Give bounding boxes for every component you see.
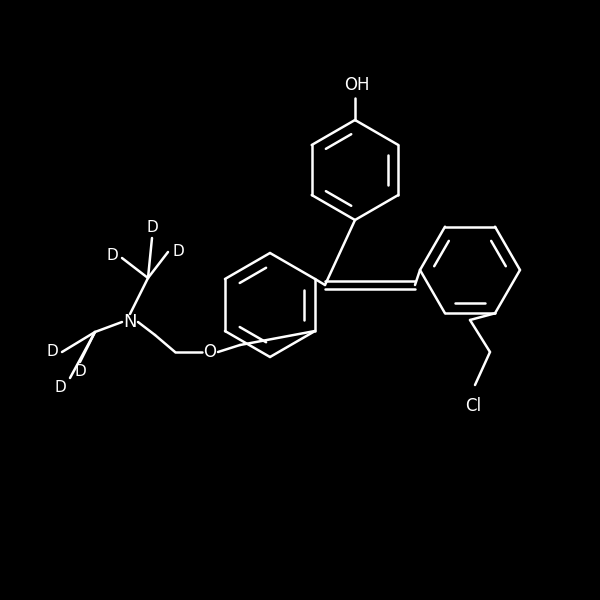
Text: D: D [106, 248, 118, 263]
Text: D: D [54, 380, 66, 395]
Text: OH: OH [344, 76, 370, 94]
Text: O: O [203, 343, 217, 361]
Text: D: D [146, 220, 158, 235]
Text: D: D [74, 364, 86, 379]
Text: Cl: Cl [465, 397, 481, 415]
Text: D: D [172, 245, 184, 259]
Text: D: D [46, 344, 58, 359]
Text: N: N [123, 313, 137, 331]
